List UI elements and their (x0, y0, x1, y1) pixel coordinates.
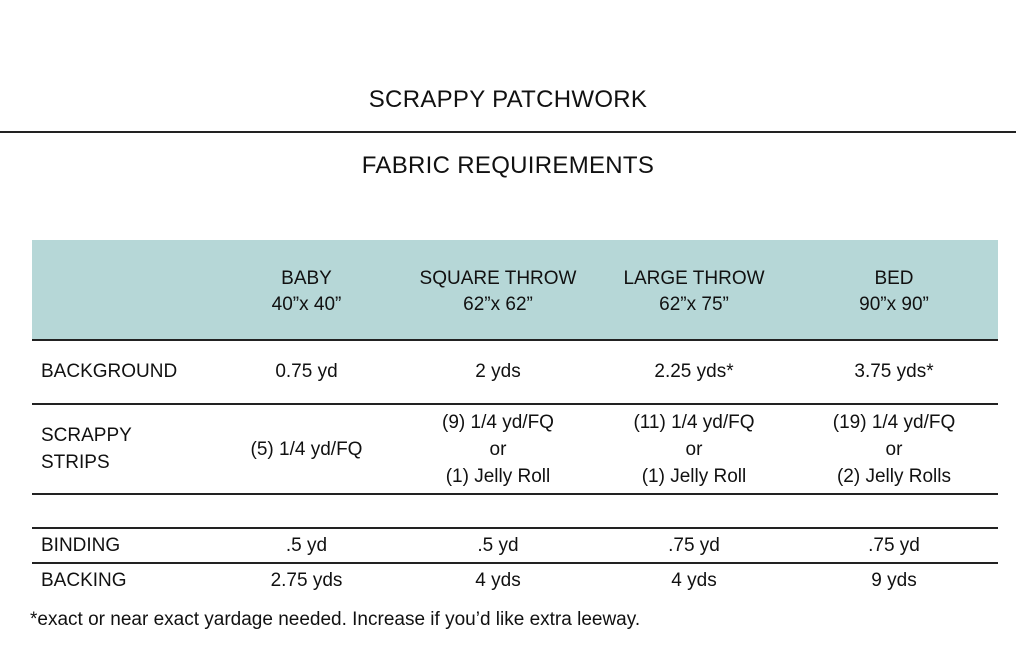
cell-line: (1) Jelly Roll (445, 465, 551, 487)
size-dimensions: 40”x 40” (271, 293, 342, 315)
cell-line: (5) 1/4 yd/FQ (250, 438, 363, 460)
spacer-cell (398, 494, 598, 529)
title-divider (0, 131, 1016, 133)
row-label: BACKGROUND (32, 340, 215, 405)
table-row-backing: BACKING 2.75 yds 4 yds 4 yds 9 yds (32, 563, 998, 597)
header-cell-baby: BABY 40”x 40” (215, 240, 398, 341)
spacer-cell (215, 494, 398, 529)
spacer-cell (32, 494, 215, 529)
header-cell-bed: BED 90”x 90” (790, 240, 998, 341)
table-cell: 4 yds (671, 569, 717, 591)
header-cell-empty (32, 240, 215, 341)
spacer-cell (790, 494, 998, 529)
table-cell: .75 yd (790, 528, 998, 564)
fabric-requirements-table: BABY 40”x 40” SQUARE THROW 62”x 62” LARG… (32, 240, 998, 597)
page-title: SCRAPPY PATCHWORK (368, 86, 648, 113)
row-label: SCRAPPY STRIPS (32, 404, 215, 495)
table-cell: 2.25 yds* (598, 340, 790, 405)
table-cell: 0.75 yd (215, 340, 398, 405)
table-cell: .75 yd (598, 528, 790, 564)
page-subtitle: FABRIC REQUIREMENTS (361, 152, 655, 179)
cell-line: (1) Jelly Roll (641, 465, 747, 487)
size-dimensions: 62”x 62” (463, 293, 533, 315)
table-cell: (19) 1/4 yd/FQ or (2) Jelly Rolls (790, 404, 998, 495)
table-row-background: BACKGROUND 0.75 yd 2 yds 2.25 yds* 3.75 … (32, 340, 998, 405)
spacer-cell (598, 494, 790, 529)
size-dimensions: 62”x 75” (659, 293, 729, 315)
cell-line: or (685, 438, 703, 460)
row-label-line: STRIPS (41, 452, 110, 473)
table-cell: 2.75 yds (270, 569, 343, 591)
table-cell: (5) 1/4 yd/FQ (215, 404, 398, 495)
header-cell-square-throw: SQUARE THROW 62”x 62” (398, 240, 598, 341)
cell-line: (9) 1/4 yd/FQ (442, 411, 554, 433)
table-row-scrappy-strips: SCRAPPY STRIPS (5) 1/4 yd/FQ (9) 1/4 yd/… (32, 404, 998, 495)
size-dimensions: 90”x 90” (859, 293, 929, 315)
cell-line: or (885, 438, 903, 460)
table-header-row: BABY 40”x 40” SQUARE THROW 62”x 62” LARG… (32, 240, 998, 341)
table-cell: 2 yds (398, 340, 598, 405)
table-cell: (9) 1/4 yd/FQ or (1) Jelly Roll (398, 404, 598, 495)
footnote: *exact or near exact yardage needed. Inc… (30, 609, 641, 630)
size-name: BED (874, 267, 914, 289)
row-label-line: SCRAPPY (41, 425, 132, 446)
size-name: BABY (281, 267, 332, 289)
size-name: SQUARE THROW (419, 267, 577, 289)
table-cell: .5 yd (398, 528, 598, 564)
table-cell: 9 yds (871, 569, 917, 591)
table-cell: 4 yds (475, 569, 521, 591)
table-cell: .5 yd (215, 528, 398, 564)
cell-line: (2) Jelly Rolls (836, 465, 952, 487)
table-cell: 3.75 yds* (790, 340, 998, 405)
table-spacer-row (32, 494, 998, 529)
cell-line: (19) 1/4 yd/FQ (832, 411, 956, 433)
table-cell: (11) 1/4 yd/FQ or (1) Jelly Roll (598, 404, 790, 495)
cell-line: (11) 1/4 yd/FQ (633, 411, 755, 433)
row-label: BINDING (32, 528, 215, 564)
size-name: LARGE THROW (623, 267, 765, 289)
header-cell-large-throw: LARGE THROW 62”x 75” (598, 240, 790, 341)
table-row-binding: BINDING .5 yd .5 yd .75 yd .75 yd (32, 528, 998, 564)
cell-line: or (489, 438, 507, 460)
row-label: BACKING (41, 569, 127, 591)
